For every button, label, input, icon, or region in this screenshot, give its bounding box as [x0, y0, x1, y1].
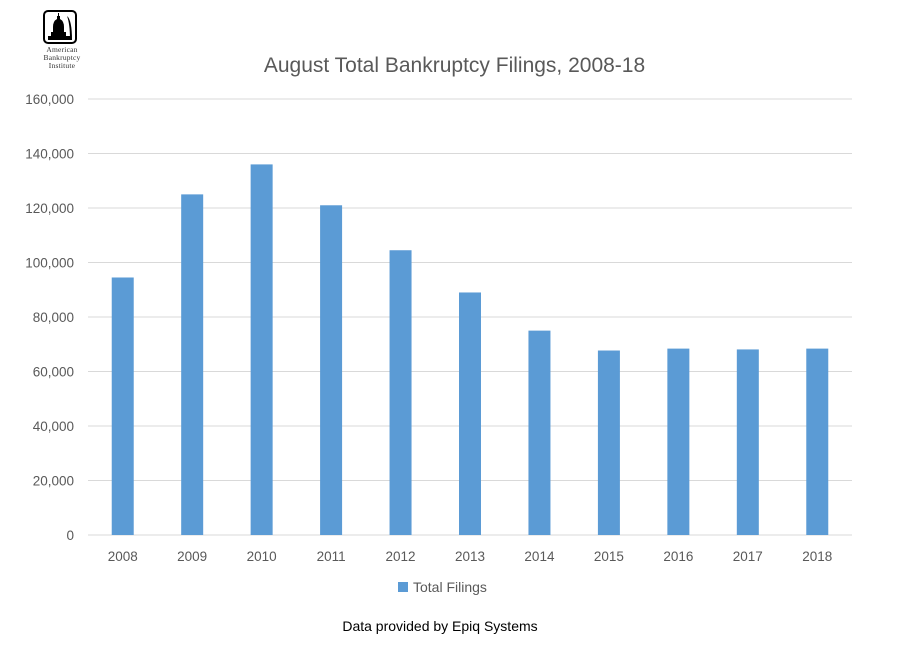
x-tick-label: 2010	[247, 549, 277, 564]
legend: Total Filings	[398, 579, 487, 595]
x-tick-label: 2016	[663, 549, 693, 564]
bar-2011	[320, 205, 343, 535]
bar-2015	[597, 350, 620, 535]
y-tick-label: 0	[66, 528, 74, 543]
x-tick-label: 2008	[108, 549, 138, 564]
bars	[111, 164, 829, 536]
logo-line-3: Institute	[48, 61, 76, 70]
bar-2010	[250, 164, 273, 535]
bar-2009	[181, 194, 204, 535]
capitol-dome-icon	[43, 10, 77, 44]
bar-2013	[459, 292, 481, 535]
logo-line-2: Bankruptcy	[43, 53, 81, 62]
bar-2016	[667, 348, 690, 535]
y-tick-label: 60,000	[33, 365, 74, 380]
x-tick-label: 2009	[177, 549, 207, 564]
logo-line-1: American	[46, 45, 78, 54]
x-tick-label: 2014	[524, 549, 555, 564]
abi-logo: American Bankruptcy Institute	[28, 8, 96, 76]
y-tick-label: 140,000	[25, 147, 74, 162]
bar-2008	[111, 277, 134, 535]
y-tick-label: 160,000	[25, 92, 74, 107]
y-tick-label: 20,000	[33, 474, 74, 489]
bar-2017	[736, 349, 759, 535]
y-tick-label: 100,000	[25, 256, 74, 271]
y-axis-ticks: 0 20,000 40,000 60,000 80,000 100,000 120,000 1…	[25, 92, 74, 543]
x-axis-ticks: 2008 2009 2010 2011 2012 2013 2014 2015 2016 2017…	[108, 549, 833, 564]
source-note: Data provided by Epiq Systems	[342, 618, 538, 634]
x-tick-label: 2017	[733, 549, 763, 564]
x-tick-label: 2015	[594, 549, 624, 564]
bar-2012	[389, 250, 412, 536]
chart-title: August Total Bankruptcy Filings, 2008-18	[263, 54, 646, 77]
x-tick-label: 2018	[802, 549, 832, 564]
y-tick-label: 80,000	[33, 310, 74, 325]
x-tick-label: 2012	[386, 549, 416, 564]
legend-label: Total Filings	[413, 579, 487, 595]
x-tick-label: 2013	[455, 549, 485, 564]
y-tick-label: 40,000	[33, 419, 74, 434]
x-tick-label: 2011	[317, 549, 346, 564]
y-tick-label: 120,000	[25, 201, 74, 216]
legend-swatch	[398, 582, 408, 592]
logo-text: American Bankruptcy Institute	[28, 46, 96, 70]
bar-2014	[528, 330, 551, 535]
bar-2018	[806, 348, 829, 535]
